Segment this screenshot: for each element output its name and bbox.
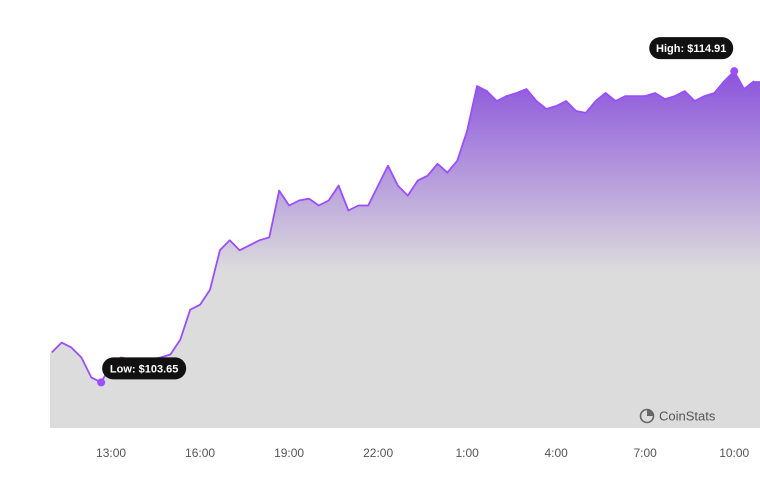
x-tick-label: 7:00 (634, 446, 658, 460)
watermark-text: CoinStats (659, 408, 716, 423)
x-tick-label: 16:00 (185, 446, 215, 460)
x-tick-label: 4:00 (544, 446, 568, 460)
extreme-marker (97, 378, 106, 387)
x-tick-label: 13:00 (96, 446, 126, 460)
annotation-label: High: $114.91 (656, 43, 726, 55)
x-tick-label: 10:00 (719, 446, 749, 460)
x-tick-label: 22:00 (363, 446, 393, 460)
annotation-label: Low: $103.65 (110, 363, 178, 375)
annotation: Low: $103.65 (102, 357, 187, 380)
watermark: CoinStats (639, 408, 716, 423)
area-fill (50, 71, 760, 428)
price-line (51, 70, 755, 384)
x-tick-label: 1:00 (455, 446, 479, 460)
annotation-pill (102, 357, 187, 380)
x-tick-label: 19:00 (274, 446, 304, 460)
extreme-marker (730, 67, 739, 76)
annotation: High: $114.91 (649, 37, 734, 60)
annotation-pill (649, 37, 734, 60)
